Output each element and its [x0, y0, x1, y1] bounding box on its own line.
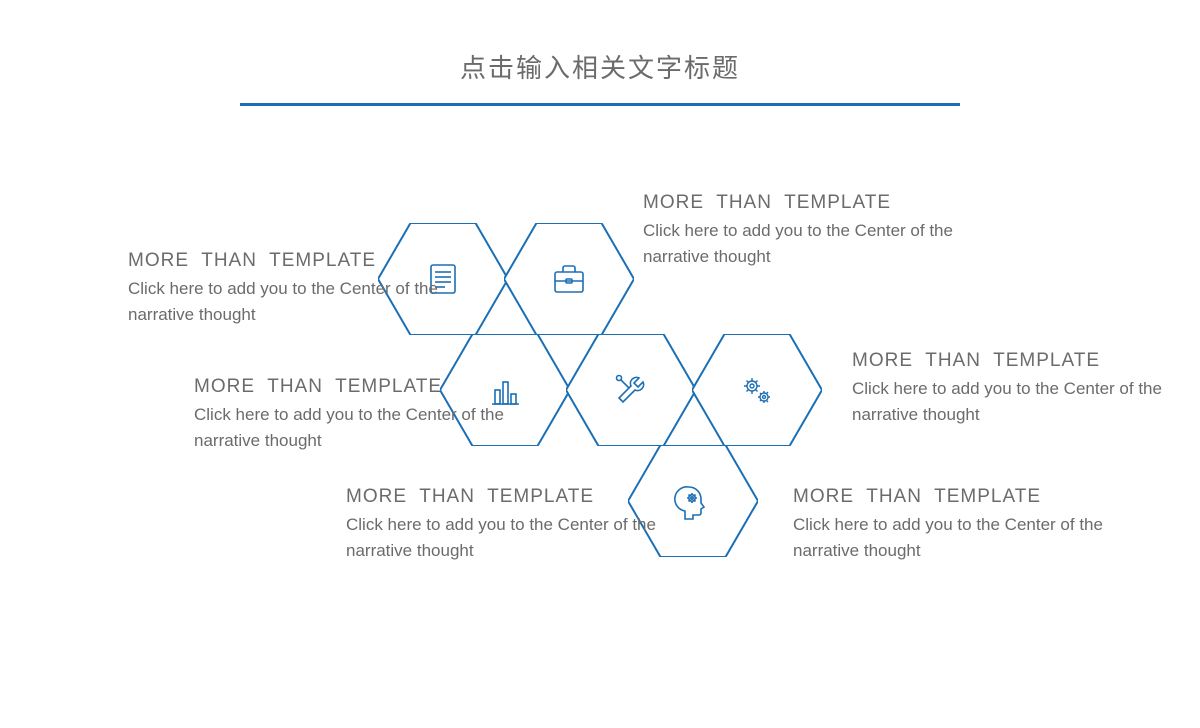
- text-sub: Click here to add you to the Center of t…: [643, 218, 1023, 271]
- text-sub: Click here to add you to the Center of t…: [793, 512, 1173, 565]
- text-sub: Click here to add you to the Center of t…: [346, 512, 726, 565]
- hex-briefcase: [504, 223, 634, 335]
- text-sub: Click here to add you to the Center of t…: [194, 402, 574, 455]
- diagram-canvas: MORE THAN TEMPLATE Click here to add you…: [0, 106, 1200, 666]
- text-title: MORE THAN TEMPLATE: [128, 250, 508, 272]
- text-title: MORE THAN TEMPLATE: [194, 376, 574, 398]
- page-title: 点击输入相关文字标题: [0, 48, 1200, 85]
- text-title: MORE THAN TEMPLATE: [346, 486, 726, 508]
- hex-tools: [566, 334, 696, 446]
- gears-icon: [737, 370, 777, 410]
- tb4: MORE THAN TEMPLATE Click here to add you…: [194, 376, 574, 455]
- hex-gears: [692, 334, 822, 446]
- tools-icon: [611, 370, 651, 410]
- briefcase-icon: [549, 259, 589, 299]
- text-title: MORE THAN TEMPLATE: [643, 192, 1023, 214]
- tb3: MORE THAN TEMPLATE Click here to add you…: [852, 350, 1198, 429]
- tb1: MORE THAN TEMPLATE Click here to add you…: [643, 192, 1023, 271]
- tb5: MORE THAN TEMPLATE Click here to add you…: [346, 486, 726, 565]
- text-sub: Click here to add you to the Center of t…: [852, 376, 1198, 429]
- tb2: MORE THAN TEMPLATE Click here to add you…: [128, 250, 508, 329]
- tb6: MORE THAN TEMPLATE Click here to add you…: [793, 486, 1173, 565]
- text-title: MORE THAN TEMPLATE: [793, 486, 1173, 508]
- text-title: MORE THAN TEMPLATE: [852, 350, 1198, 372]
- text-sub: Click here to add you to the Center of t…: [128, 276, 508, 329]
